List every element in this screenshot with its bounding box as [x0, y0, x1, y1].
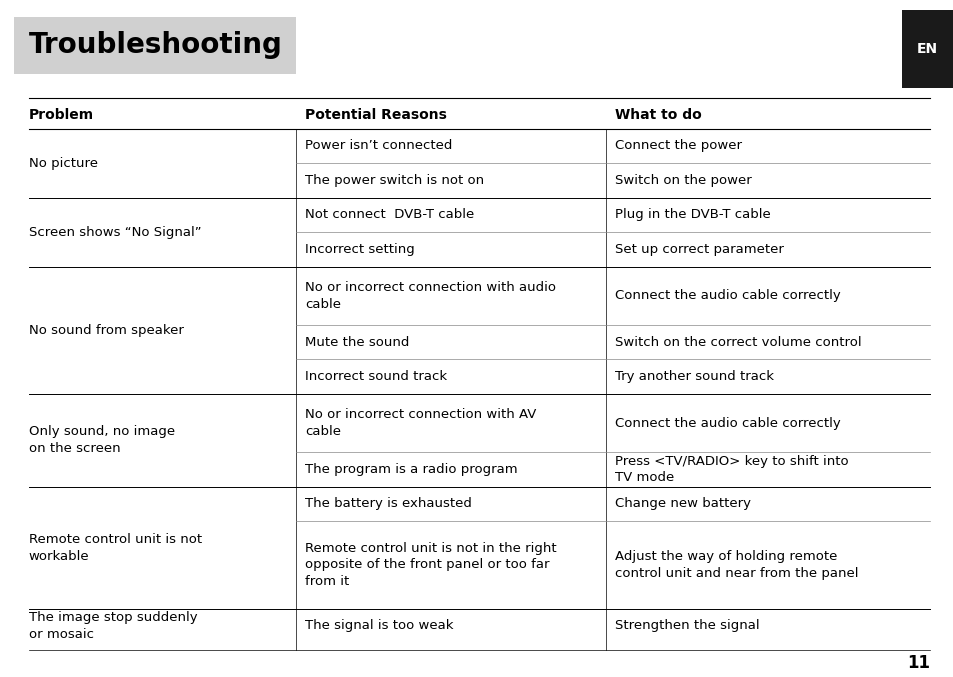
Text: Screen shows “No Signal”: Screen shows “No Signal” [29, 225, 201, 239]
Text: Strengthen the signal: Strengthen the signal [615, 619, 760, 632]
Text: Change new battery: Change new battery [615, 498, 751, 510]
Text: Adjust the way of holding remote
control unit and near from the panel: Adjust the way of holding remote control… [615, 550, 858, 580]
Text: The program is a radio program: The program is a radio program [305, 463, 517, 476]
Text: Set up correct parameter: Set up correct parameter [615, 243, 783, 256]
Text: Connect the audio cable correctly: Connect the audio cable correctly [615, 289, 841, 303]
Text: No or incorrect connection with audio
cable: No or incorrect connection with audio ca… [305, 281, 556, 311]
Text: Press <TV/RADIO> key to shift into
TV mode: Press <TV/RADIO> key to shift into TV mo… [615, 455, 848, 484]
Text: Plug in the DVB-T cable: Plug in the DVB-T cable [615, 209, 770, 221]
Text: What to do: What to do [615, 108, 701, 122]
Text: Remote control unit is not in the right
opposite of the front panel or too far
f: Remote control unit is not in the right … [305, 542, 557, 588]
Text: Switch on the correct volume control: Switch on the correct volume control [615, 336, 862, 349]
Text: EN: EN [916, 42, 938, 56]
Text: The signal is too weak: The signal is too weak [305, 619, 454, 632]
Text: Try another sound track: Try another sound track [615, 370, 774, 383]
Text: Not connect  DVB-T cable: Not connect DVB-T cable [305, 209, 474, 221]
Text: Potential Reasons: Potential Reasons [305, 108, 447, 122]
Text: No sound from speaker: No sound from speaker [29, 324, 183, 336]
Text: Incorrect setting: Incorrect setting [305, 243, 415, 256]
Text: Incorrect sound track: Incorrect sound track [305, 370, 447, 383]
Text: Connect the power: Connect the power [615, 139, 741, 152]
Text: No picture: No picture [29, 156, 97, 170]
Text: Power isn’t connected: Power isn’t connected [305, 139, 452, 152]
Text: The power switch is not on: The power switch is not on [305, 174, 484, 187]
Text: The image stop suddenly
or mosaic: The image stop suddenly or mosaic [29, 611, 197, 641]
Text: 11: 11 [906, 655, 929, 672]
Text: Only sound, no image
on the screen: Only sound, no image on the screen [29, 425, 174, 456]
Text: Mute the sound: Mute the sound [305, 336, 409, 349]
Text: No or incorrect connection with AV
cable: No or incorrect connection with AV cable [305, 408, 537, 438]
FancyBboxPatch shape [901, 10, 953, 88]
Text: The battery is exhausted: The battery is exhausted [305, 498, 472, 510]
Text: Switch on the power: Switch on the power [615, 174, 751, 187]
Text: Connect the audio cable correctly: Connect the audio cable correctly [615, 416, 841, 430]
Text: Remote control unit is not
workable: Remote control unit is not workable [29, 533, 201, 563]
Text: Troubleshooting: Troubleshooting [29, 31, 282, 60]
Text: Problem: Problem [29, 108, 93, 122]
FancyBboxPatch shape [14, 17, 295, 74]
